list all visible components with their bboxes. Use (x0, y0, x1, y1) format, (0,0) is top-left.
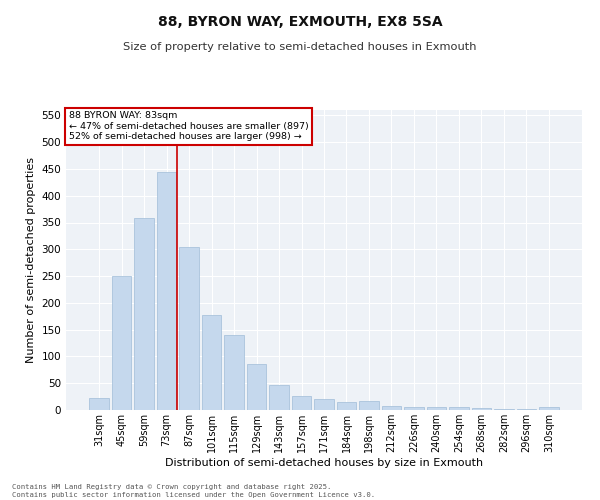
Bar (292, 396, 311, 410)
Bar (472, 408, 491, 410)
Bar (269, 385, 289, 410)
Bar (247, 364, 266, 410)
Bar (179, 246, 199, 410)
Text: 88, BYRON WAY, EXMOUTH, EX8 5SA: 88, BYRON WAY, EXMOUTH, EX8 5SA (158, 15, 442, 29)
Bar (359, 401, 379, 410)
Bar (337, 402, 356, 410)
Text: Contains HM Land Registry data © Crown copyright and database right 2025.
Contai: Contains HM Land Registry data © Crown c… (12, 484, 375, 498)
Bar (314, 400, 334, 410)
Bar (89, 398, 109, 410)
Text: Size of property relative to semi-detached houses in Exmouth: Size of property relative to semi-detach… (123, 42, 477, 52)
Bar (224, 335, 244, 410)
Bar (449, 408, 469, 410)
Text: 88 BYRON WAY: 83sqm
← 47% of semi-detached houses are smaller (897)
52% of semi-: 88 BYRON WAY: 83sqm ← 47% of semi-detach… (68, 112, 308, 142)
Bar (134, 218, 154, 410)
X-axis label: Distribution of semi-detached houses by size in Exmouth: Distribution of semi-detached houses by … (165, 458, 483, 468)
Bar (112, 276, 131, 410)
Bar (404, 407, 424, 410)
Bar (427, 408, 446, 410)
Bar (539, 408, 559, 410)
Bar (382, 406, 401, 410)
Y-axis label: Number of semi-detached properties: Number of semi-detached properties (26, 157, 36, 363)
Bar (202, 314, 221, 410)
Bar (157, 172, 176, 410)
